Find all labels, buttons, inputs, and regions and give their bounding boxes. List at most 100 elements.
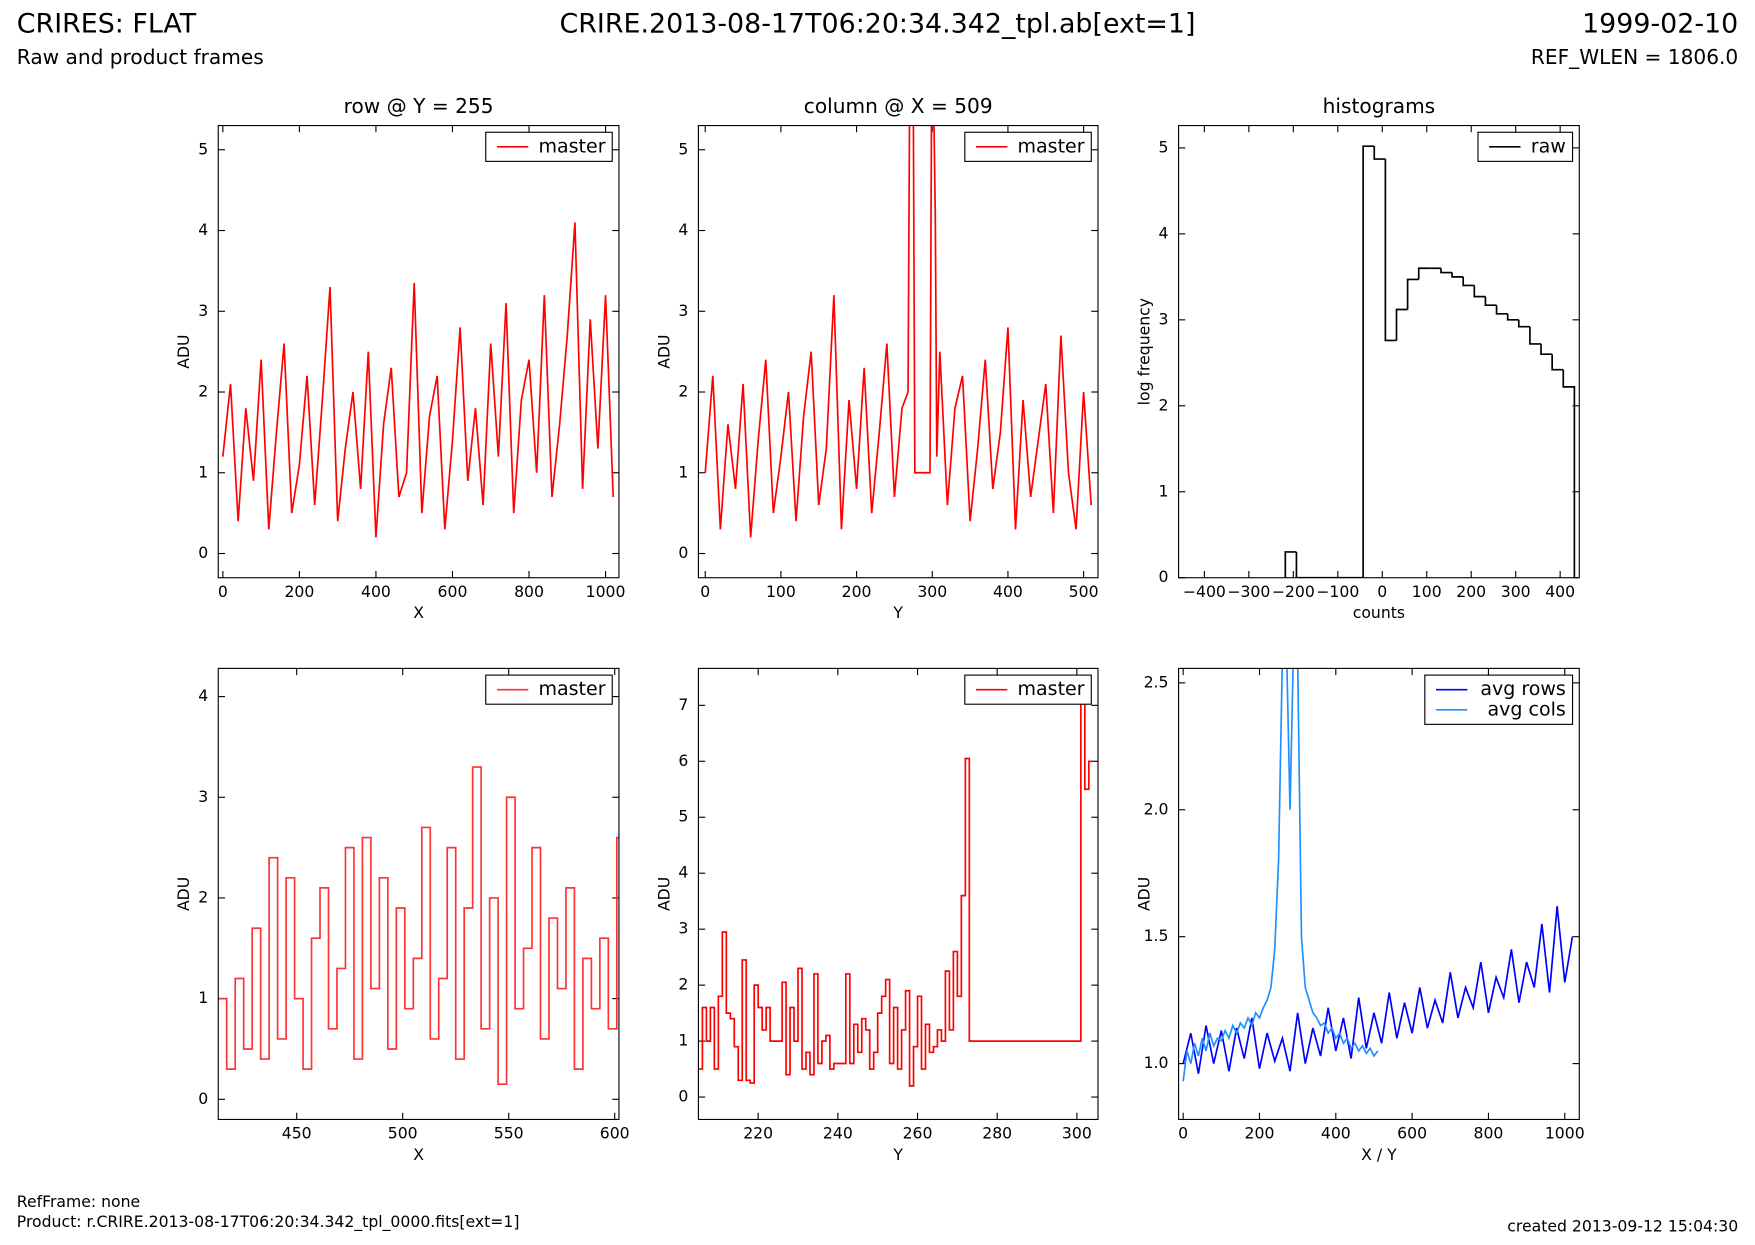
histogram-bin	[1495, 305, 1508, 315]
x-tick-label: 300	[1062, 1124, 1092, 1143]
x-axis-label: Y	[892, 603, 903, 622]
legend-label: master	[538, 135, 605, 157]
y-tick-label: 1	[678, 462, 688, 481]
y-tick-label: 5	[678, 807, 688, 826]
x-tick-label: 600	[1397, 1124, 1427, 1143]
y-tick-label: 2	[198, 887, 208, 906]
data-line	[1182, 668, 1379, 1082]
x-tick-label: −200	[1272, 582, 1315, 601]
histogram-bin	[1451, 272, 1464, 278]
y-tick-label: 2.0	[1144, 799, 1169, 818]
x-tick-label: 800	[1474, 1124, 1504, 1143]
ref-wlen: REF_WLEN = 1806.0	[1531, 45, 1738, 69]
y-tick-label: 3	[678, 301, 688, 320]
x-tick-label: 500	[1069, 582, 1099, 601]
y-tick-label: 1.5	[1144, 926, 1169, 945]
y-axis-label: ADU	[174, 877, 193, 911]
histogram-bin	[1373, 146, 1386, 160]
y-tick-label: 0	[198, 1089, 208, 1108]
plot-area	[1284, 145, 1576, 578]
x-tick-label: 280	[982, 1124, 1012, 1143]
y-tick-label: 3	[198, 787, 208, 806]
file-name: CRIRE.2013-08-17T06:20:34.342_tpl.ab[ext…	[560, 8, 1196, 39]
x-axis-label: X	[413, 603, 424, 622]
x-tick-label: 450	[282, 1124, 312, 1143]
legend-label: master	[1018, 678, 1085, 700]
axes-frame	[1178, 124, 1580, 579]
axes-frame	[1178, 667, 1580, 1121]
x-tick-label: −300	[1227, 582, 1270, 601]
x-tick-label: 260	[903, 1124, 933, 1143]
data-line	[222, 222, 615, 538]
y-tick-label: 4	[198, 220, 208, 239]
legend: master	[964, 674, 1092, 705]
histogram-bin	[1529, 326, 1542, 345]
subtitle: Raw and product frames	[17, 45, 264, 69]
y-tick-label: 7	[678, 695, 688, 714]
axes-frame	[217, 667, 620, 1121]
panel: X ADU 450 500 550 600 0 1 2 3 4 master	[174, 667, 630, 1164]
y-tick-label: 3	[198, 301, 208, 320]
x-tick-label: 220	[743, 1124, 773, 1143]
y-tick-label: 2	[198, 382, 208, 401]
y-tick-label: 2	[678, 382, 688, 401]
x-tick-label: 1000	[586, 582, 626, 601]
panel: row @ Y = 255 X ADU 0 200 400 600 800 1000 0 1 2 3 4 5…	[174, 94, 625, 622]
histogram-bin	[1484, 296, 1497, 307]
panel: column @ X = 509 Y ADU 0 100 200 300 400 500 0 1 2 3…	[654, 94, 1098, 622]
x-tick-label: 300	[917, 582, 947, 601]
histogram-bin	[1473, 285, 1486, 298]
plot-area	[698, 676, 1093, 1087]
histogram-bin	[1406, 278, 1419, 310]
y-axis-label: ADU	[654, 335, 673, 369]
x-tick-label: 0	[218, 582, 228, 601]
y-tick-label: 0	[1159, 567, 1169, 586]
product: Product: r.CRIRE.2013-08-17T06:20:34.342…	[17, 1212, 520, 1232]
ref-frame: RefFrame: none	[17, 1192, 140, 1211]
y-axis-label: ADU	[174, 335, 193, 369]
x-tick-label: 500	[388, 1124, 418, 1143]
y-tick-label: 2.5	[1144, 672, 1169, 691]
data-line	[218, 766, 619, 1086]
legend-box	[1424, 674, 1574, 725]
page-title: CRIRES: FLAT	[17, 8, 197, 39]
panel-title: row @ Y = 255	[344, 94, 494, 118]
y-tick-label: 4	[678, 220, 688, 239]
x-tick-label: 550	[494, 1124, 524, 1143]
histogram-bin	[1551, 354, 1564, 371]
panel: Y ADU 220 240 260 280 300 0 1 2 3 4 5 6 7 master	[654, 667, 1099, 1164]
histogram-bin	[1384, 159, 1397, 342]
x-tick-label: 200	[284, 582, 314, 601]
y-tick-label: 2	[1159, 395, 1169, 414]
y-tick-label: 0	[678, 1087, 688, 1106]
panel: histograms counts log frequency −400 −300 −20…	[1135, 94, 1580, 622]
x-tick-label: 0	[1377, 582, 1387, 601]
x-tick-label: 400	[1545, 582, 1575, 601]
x-tick-label: 0	[1178, 1124, 1188, 1143]
x-tick-label: 600	[438, 582, 468, 601]
x-axis-label: counts	[1353, 603, 1405, 622]
x-axis-label: Y	[892, 1145, 903, 1164]
y-axis-label: ADU	[654, 877, 673, 911]
histogram-bin	[1517, 319, 1530, 328]
x-tick-label: 300	[1501, 582, 1531, 601]
legend: master	[485, 131, 613, 162]
histogram-bin	[1417, 267, 1430, 280]
y-tick-label: 0	[198, 543, 208, 562]
histogram-bin	[1462, 276, 1475, 287]
axes-frame	[217, 124, 620, 579]
x-tick-label: 1000	[1545, 1124, 1585, 1143]
y-tick-label: 2	[678, 975, 688, 994]
y-tick-label: 1.0	[1144, 1053, 1169, 1072]
x-tick-label: 200	[1245, 1124, 1275, 1143]
histogram-bin	[1295, 551, 1308, 578]
histogram-bin	[1506, 313, 1519, 321]
created: created 2013-09-12 15:04:30	[1507, 1216, 1738, 1235]
axes-frame	[697, 667, 1099, 1121]
data-line	[698, 676, 1093, 1087]
x-tick-label: 400	[993, 582, 1023, 601]
y-tick-label: 5	[198, 139, 208, 158]
